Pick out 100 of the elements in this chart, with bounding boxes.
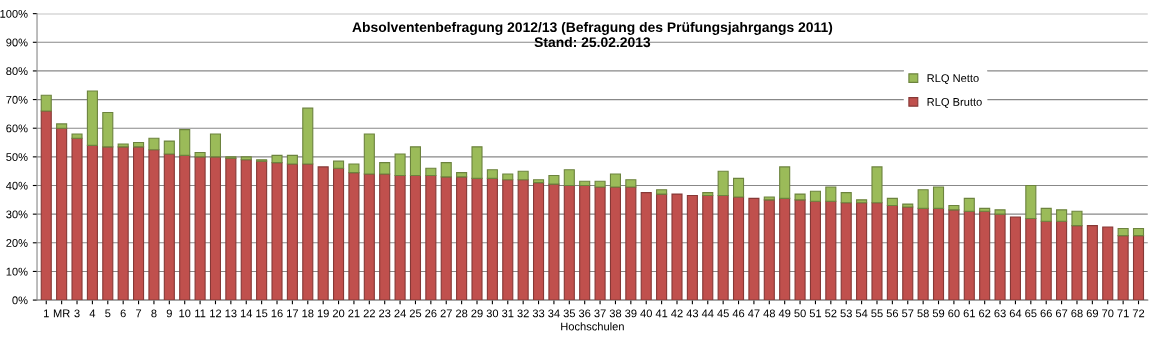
bar bbox=[1071, 210, 1083, 227]
bar bbox=[440, 162, 452, 178]
y-tick-label: 60% bbox=[6, 124, 28, 133]
bar bbox=[256, 160, 268, 301]
bar bbox=[948, 209, 960, 301]
bar bbox=[102, 111, 114, 148]
y-tick-label: 30% bbox=[6, 210, 28, 219]
y-tick-label: 70% bbox=[6, 95, 28, 104]
x-tick-label: 67 bbox=[1055, 309, 1068, 318]
bar bbox=[979, 210, 991, 301]
legend-label: RLQ Netto bbox=[927, 74, 979, 85]
bar bbox=[209, 133, 222, 158]
x-tick-label: 37 bbox=[594, 309, 606, 318]
bar bbox=[486, 177, 498, 301]
bar bbox=[486, 169, 498, 179]
x-tick-label: 46 bbox=[732, 309, 745, 318]
x-tick-label: 71 bbox=[1117, 309, 1129, 318]
x-tick-label: 51 bbox=[809, 309, 822, 318]
bar bbox=[840, 192, 852, 204]
bar bbox=[163, 140, 175, 155]
x-tick-label: 66 bbox=[1040, 309, 1052, 318]
x-tick-label: 55 bbox=[871, 309, 883, 318]
x-tick-label: 69 bbox=[1086, 309, 1099, 318]
bar bbox=[86, 90, 98, 146]
bar bbox=[502, 173, 514, 181]
x-tick-label: 52 bbox=[825, 309, 837, 318]
y-tick-label: 0% bbox=[12, 296, 28, 305]
x-tick-label: 49 bbox=[778, 309, 791, 318]
x-tick-label: 24 bbox=[394, 309, 406, 318]
y-tick-label: 80% bbox=[6, 67, 28, 76]
bar bbox=[179, 129, 191, 156]
bar bbox=[348, 163, 360, 174]
bar bbox=[179, 154, 191, 301]
bar bbox=[1025, 184, 1037, 219]
x-tick-label: 43 bbox=[686, 309, 699, 318]
bar bbox=[1025, 217, 1037, 301]
x-tick-label: 25 bbox=[409, 309, 422, 318]
bar bbox=[532, 179, 545, 184]
x-tick-label: 9 bbox=[166, 309, 172, 318]
x-tick-label: 53 bbox=[840, 309, 852, 318]
bar bbox=[502, 179, 514, 301]
bar bbox=[1086, 225, 1098, 301]
x-tick-label: 16 bbox=[271, 309, 283, 318]
x-tick-label: 26 bbox=[425, 309, 437, 318]
text: Stand: 25.02.2013 bbox=[534, 36, 651, 48]
bar bbox=[456, 176, 468, 301]
bar bbox=[363, 133, 375, 175]
bar bbox=[609, 186, 622, 301]
bar bbox=[932, 207, 945, 301]
y-tick-label: 50% bbox=[6, 153, 28, 161]
bar bbox=[917, 189, 929, 209]
bar bbox=[886, 204, 898, 301]
bar bbox=[286, 163, 298, 301]
bar bbox=[471, 146, 483, 179]
bar bbox=[133, 141, 145, 148]
bar bbox=[394, 153, 406, 177]
bar bbox=[563, 184, 575, 301]
x-tick-label: 22 bbox=[363, 309, 375, 318]
bar bbox=[840, 202, 852, 301]
bar bbox=[886, 197, 898, 207]
bar bbox=[40, 110, 52, 301]
bar bbox=[979, 207, 991, 212]
x-tick-label: 14 bbox=[240, 309, 253, 318]
bar bbox=[563, 169, 575, 187]
x-tick-label: 42 bbox=[671, 309, 683, 318]
bar bbox=[702, 194, 714, 301]
x-tick-label: 27 bbox=[440, 309, 452, 318]
bar bbox=[625, 179, 637, 188]
bar bbox=[148, 149, 160, 301]
bar bbox=[425, 167, 437, 177]
x-tick-label: 20 bbox=[332, 309, 345, 318]
bar bbox=[963, 197, 975, 212]
bar bbox=[71, 137, 83, 301]
x-tick-label: 54 bbox=[855, 309, 868, 318]
bar bbox=[902, 206, 914, 301]
x-tick-label: 61 bbox=[963, 309, 975, 318]
y-tick-label: 90% bbox=[6, 38, 28, 47]
bar bbox=[686, 194, 698, 301]
x-tick-label: 30 bbox=[486, 309, 499, 318]
x-tick-label: 65 bbox=[1025, 309, 1037, 318]
x-tick-label: 41 bbox=[655, 309, 668, 318]
x-tick-label: 70 bbox=[1102, 309, 1114, 318]
bar bbox=[656, 193, 668, 301]
bar bbox=[902, 203, 914, 208]
x-tick-label: 1 bbox=[44, 309, 49, 318]
bar bbox=[56, 123, 68, 129]
x-tick-label: 4 bbox=[89, 309, 96, 318]
bar bbox=[1117, 227, 1129, 237]
x-tick-label: 64 bbox=[1009, 309, 1022, 318]
bar bbox=[748, 197, 760, 301]
bar bbox=[194, 152, 206, 158]
y-tick-label: 40% bbox=[6, 181, 28, 190]
bar bbox=[656, 189, 668, 195]
bar bbox=[871, 202, 883, 301]
bar bbox=[671, 193, 683, 301]
bar bbox=[409, 174, 422, 301]
x-tick-label: 68 bbox=[1071, 309, 1083, 318]
bar bbox=[286, 154, 298, 165]
x-tick-label: 5 bbox=[105, 309, 111, 318]
x-tick-label: 23 bbox=[379, 309, 391, 318]
